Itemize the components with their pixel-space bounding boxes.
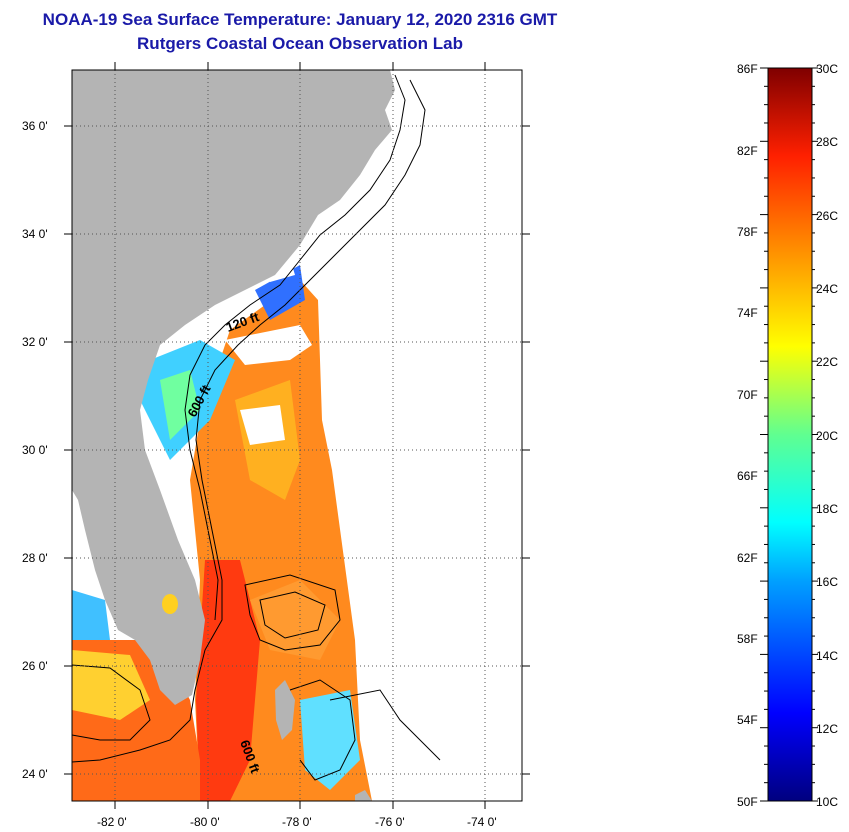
colorbar-gradient: [767, 67, 813, 802]
map-area: 120 ft 600 ft 600 ft: [72, 70, 522, 801]
map-frame: [71, 69, 523, 802]
lat-label-36: 36 0': [22, 119, 48, 133]
cb-c-26: 26C: [816, 209, 838, 223]
cb-f-78: 78F: [737, 225, 758, 239]
lon-label-76: -76 0': [375, 815, 405, 829]
colorbar: 86F 82F 78F 74F 70F 66F 62F 58F 54F 50F …: [737, 62, 838, 809]
cb-c-22: 22C: [816, 355, 838, 369]
bathymetry-contours: [72, 74, 441, 781]
cb-c-28: 28C: [816, 135, 838, 149]
sst-swath: [72, 258, 372, 801]
lon-label-80: -80 0': [190, 815, 220, 829]
lat-label-30: 30 0': [22, 443, 48, 457]
lat-label-26: 26 0': [22, 659, 48, 673]
map-ticks: [64, 62, 530, 809]
cb-f-62: 62F: [737, 551, 758, 565]
cb-c-16: 16C: [816, 575, 838, 589]
cb-c-14: 14C: [816, 649, 838, 663]
cb-f-66: 66F: [737, 469, 758, 483]
cb-f-54: 54F: [737, 713, 758, 727]
colorbar-fahrenheit-labels: 86F 82F 78F 74F 70F 66F 62F 58F 54F 50F: [737, 62, 758, 809]
lon-label-78: -78 0': [282, 815, 312, 829]
colorbar-celsius-labels: 30C 28C 26C 24C 22C 20C 18C 16C 14C 12C …: [816, 62, 838, 809]
cb-f-58: 58F: [737, 632, 758, 646]
graticule: [72, 70, 522, 801]
lon-label-74: -74 0': [467, 815, 497, 829]
cb-c-30: 30C: [816, 62, 838, 76]
cb-c-12: 12C: [816, 722, 838, 736]
cb-f-86: 86F: [737, 62, 758, 76]
cb-f-70: 70F: [737, 388, 758, 402]
cb-c-24: 24C: [816, 282, 838, 296]
cb-c-18: 18C: [816, 502, 838, 516]
cb-f-50: 50F: [737, 795, 758, 809]
lat-label-28: 28 0': [22, 551, 48, 565]
map-title: NOAA-19 Sea Surface Temperature: January…: [42, 10, 558, 29]
cb-f-74: 74F: [737, 306, 758, 320]
map-subtitle: Rutgers Coastal Ocean Observation Lab: [137, 34, 463, 53]
longitude-labels: -82 0' -80 0' -78 0' -76 0' -74 0': [97, 815, 497, 829]
lat-label-34: 34 0': [22, 227, 48, 241]
cb-f-82: 82F: [737, 144, 758, 158]
cb-c-10: 10C: [816, 795, 838, 809]
lat-label-24: 24 0': [22, 767, 48, 781]
land: [72, 70, 395, 801]
cb-c-20: 20C: [816, 429, 838, 443]
lon-label-82: -82 0': [97, 815, 127, 829]
lat-label-32: 32 0': [22, 335, 48, 349]
latitude-labels: 36 0' 34 0' 32 0' 30 0' 28 0' 26 0' 24 0…: [22, 119, 48, 781]
colorbar-ticks: [760, 67, 818, 802]
